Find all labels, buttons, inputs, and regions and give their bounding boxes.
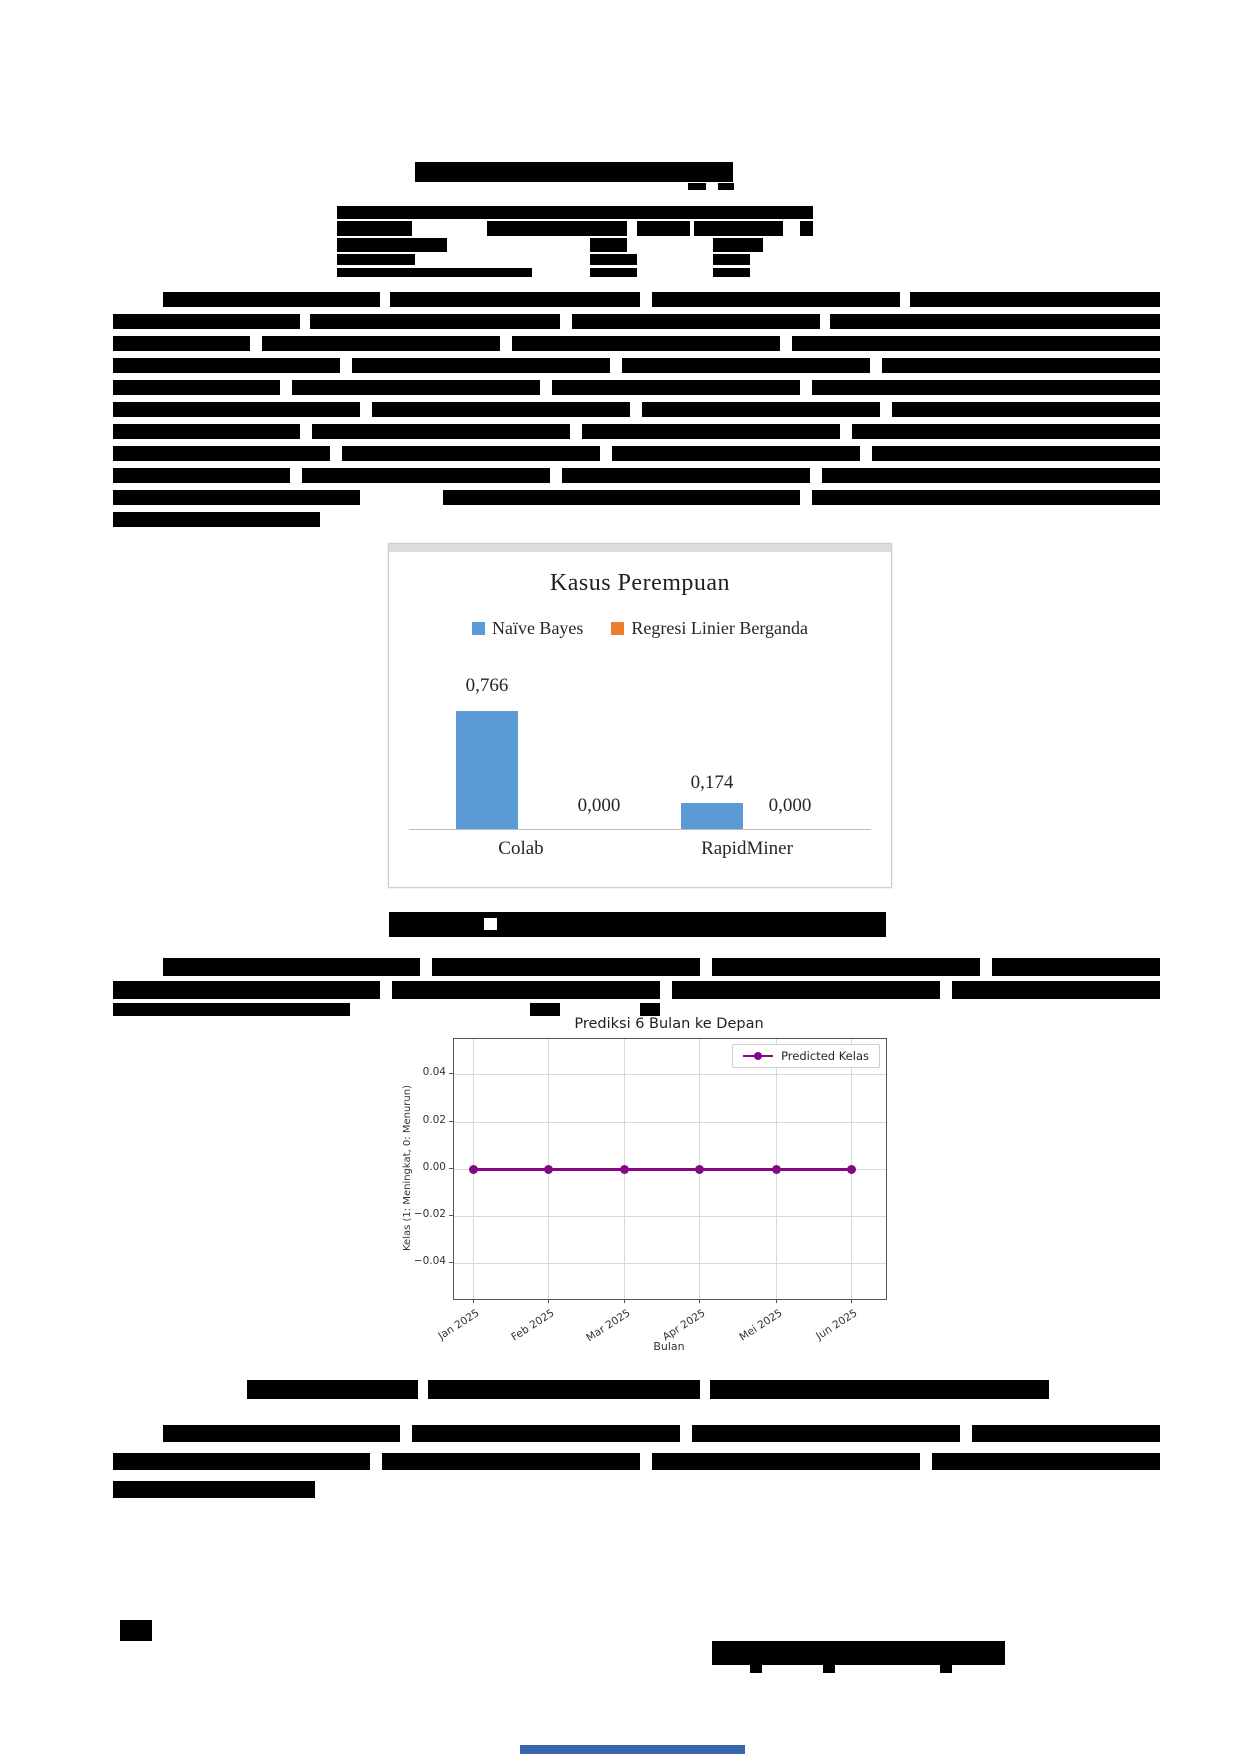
x-axis-label: Bulan (653, 1340, 685, 1353)
x-tick-mark (548, 1299, 549, 1303)
category-label-colab: Colab (498, 838, 544, 859)
legend-entry-regresi: Regresi Linier Berganda (611, 618, 808, 639)
data-label-colab-rlb: 0,000 (577, 795, 621, 816)
gridline (454, 1074, 886, 1075)
y-tick-label: −0.04 (413, 1255, 446, 1267)
x-tick-mark (699, 1299, 700, 1303)
gridline (454, 1216, 886, 1217)
gridline (454, 1122, 886, 1123)
line-chart-plot-area: Predicted Kelas (453, 1038, 887, 1303)
redacted-page-number (120, 1620, 152, 1641)
data-point-mar-2025 (619, 1164, 629, 1174)
bar-rapidminer-naive-bayes (681, 803, 743, 829)
legend-swatch-blue (471, 622, 485, 635)
bar-chart-legend: Naïve Bayes Regresi Linier Berganda (389, 618, 891, 639)
x-tick-mark (473, 1299, 474, 1303)
data-point-apr-2025 (694, 1164, 704, 1174)
gridline (454, 1263, 886, 1264)
y-tick-mark (449, 1121, 453, 1122)
y-tick-label: 0.00 (422, 1161, 446, 1173)
y-tick-label: 0.04 (422, 1066, 446, 1078)
y-tick-mark (449, 1262, 453, 1263)
line-chart-title: Prediksi 6 Bulan ke Depan (574, 1016, 764, 1032)
bar-chart-title: Kasus Perempuan (549, 570, 731, 596)
legend-label: Naïve Bayes (491, 618, 584, 638)
y-tick-mark (449, 1215, 453, 1216)
chart-frame-strip (389, 544, 891, 552)
y-tick-label: 0.02 (422, 1114, 446, 1126)
legend-label: Regresi Linier Berganda (631, 618, 809, 638)
figure-bar-chart-kasus-perempuan: Kasus Perempuan Naïve Bayes Regresi Lini… (388, 543, 892, 888)
legend-line-sample (743, 1052, 774, 1061)
bar-chart-baseline (409, 829, 871, 830)
data-label-colab-nb: 0,766 (465, 675, 509, 696)
y-tick-mark (449, 1073, 453, 1074)
data-point-feb-2025 (543, 1164, 553, 1174)
legend-entry-naive-bayes: Naïve Bayes (471, 618, 584, 639)
data-point-jun-2025 (846, 1164, 856, 1174)
x-tick-mark (776, 1299, 777, 1303)
x-tick-mark (851, 1299, 852, 1303)
data-point-mei-2025 (771, 1164, 781, 1174)
redacted-footer-text (712, 1641, 1005, 1665)
category-label-rapidminer: RapidMiner (701, 838, 793, 859)
line-chart-legend: Predicted Kelas (732, 1044, 880, 1068)
figure-line-chart-prediksi: Prediksi 6 Bulan ke Depan Kelas (1: Meni… (398, 1014, 918, 1366)
x-tick-mark (624, 1299, 625, 1303)
data-point-jan-2025 (468, 1164, 478, 1174)
data-label-rapidminer-rlb: 0,000 (768, 795, 812, 816)
footer-blue-bar (520, 1745, 745, 1754)
data-label-rapidminer-nb: 0,174 (690, 772, 734, 793)
y-tick-label: −0.02 (413, 1208, 446, 1220)
legend-swatch-orange (611, 622, 625, 635)
legend-label: Predicted Kelas (781, 1049, 869, 1063)
series-line-predicted-kelas (473, 1168, 851, 1171)
y-tick-mark (449, 1168, 453, 1169)
bar-colab-naive-bayes (456, 711, 518, 829)
